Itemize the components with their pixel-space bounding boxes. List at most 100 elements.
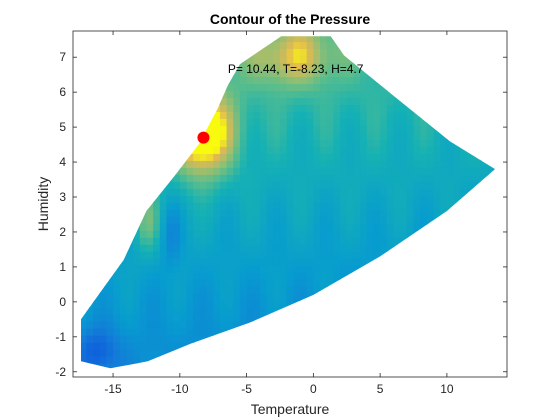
heatmap-cell bbox=[213, 279, 221, 287]
heatmap-cell bbox=[380, 370, 387, 378]
heatmap-cell bbox=[300, 36, 308, 43]
heatmap-cell bbox=[193, 216, 201, 224]
heatmap-cell bbox=[233, 167, 241, 175]
heatmap-cell bbox=[406, 349, 415, 357]
heatmap-cell bbox=[480, 272, 488, 280]
heatmap-cell bbox=[480, 125, 488, 133]
heatmap-cell bbox=[480, 370, 487, 378]
heatmap-cell bbox=[199, 76, 208, 85]
heatmap-cell bbox=[440, 90, 448, 98]
heatmap-cell bbox=[193, 76, 201, 85]
heatmap-cell bbox=[306, 202, 314, 210]
heatmap-cell bbox=[460, 279, 468, 287]
heatmap-cell bbox=[460, 69, 468, 78]
heatmap-cell bbox=[193, 307, 201, 315]
heatmap-cell bbox=[346, 237, 355, 245]
heatmap-cell bbox=[413, 230, 421, 238]
heatmap-cell bbox=[93, 188, 101, 196]
heatmap-cell bbox=[99, 76, 107, 85]
heatmap-cell bbox=[86, 181, 94, 189]
heatmap-cell bbox=[233, 83, 241, 92]
heatmap-cell bbox=[333, 258, 341, 266]
heatmap-cell bbox=[326, 272, 334, 280]
heatmap-cell bbox=[420, 90, 428, 98]
heatmap-cell bbox=[226, 293, 234, 301]
heatmap-cell bbox=[300, 356, 308, 364]
heatmap-cell bbox=[273, 293, 281, 301]
heatmap-cell bbox=[433, 41, 441, 50]
heatmap-cell bbox=[286, 83, 294, 92]
heatmap-cell bbox=[426, 321, 435, 329]
heatmap-cell bbox=[320, 132, 328, 140]
heatmap-cell bbox=[266, 167, 274, 175]
heatmap-cell bbox=[239, 349, 248, 357]
heatmap-cell bbox=[320, 181, 328, 189]
heatmap-cell bbox=[153, 335, 161, 343]
heatmap-cell bbox=[179, 300, 188, 308]
heatmap-cell bbox=[179, 335, 188, 343]
heatmap-cell bbox=[480, 90, 488, 98]
heatmap-cell bbox=[81, 342, 87, 350]
heatmap-cell bbox=[206, 125, 214, 133]
heatmap-cell bbox=[413, 132, 421, 140]
heatmap-cell bbox=[113, 286, 121, 294]
heatmap-cell bbox=[406, 62, 415, 71]
heatmap-cell bbox=[186, 342, 194, 350]
heatmap-cell bbox=[86, 356, 94, 364]
heatmap-cell bbox=[393, 48, 401, 57]
heatmap-cell bbox=[213, 356, 221, 364]
heatmap-cell bbox=[286, 230, 294, 238]
heatmap-cell bbox=[300, 181, 308, 189]
heatmap-cell bbox=[81, 104, 87, 112]
heatmap-cell bbox=[380, 349, 388, 357]
heatmap-cell bbox=[426, 90, 435, 98]
heatmap-cell bbox=[186, 244, 194, 252]
heatmap-cell bbox=[119, 104, 128, 112]
heatmap-cell bbox=[259, 69, 268, 78]
heatmap-cell bbox=[146, 328, 154, 336]
heatmap-cell bbox=[133, 265, 141, 273]
heatmap-cell bbox=[453, 153, 461, 161]
heatmap-cell bbox=[133, 272, 141, 280]
heatmap-cell bbox=[99, 48, 107, 57]
heatmap-cell bbox=[81, 272, 87, 280]
heatmap-cell bbox=[193, 97, 201, 105]
heatmap-cell bbox=[106, 146, 114, 154]
heatmap-cell bbox=[293, 55, 301, 64]
heatmap-cell bbox=[166, 363, 174, 369]
heatmap-cell bbox=[146, 202, 154, 210]
heatmap-cell bbox=[393, 272, 401, 280]
heatmap-cell bbox=[286, 209, 294, 217]
heatmap-cell bbox=[340, 265, 348, 273]
heatmap-cell bbox=[426, 342, 435, 350]
heatmap-cell bbox=[99, 335, 107, 343]
heatmap-cell bbox=[226, 76, 234, 85]
heatmap-cell bbox=[446, 265, 455, 273]
heatmap-cell bbox=[293, 279, 301, 287]
heatmap-cell bbox=[400, 286, 408, 294]
heatmap-cell bbox=[239, 293, 248, 301]
heatmap-cell bbox=[186, 202, 194, 210]
heatmap-cell bbox=[446, 293, 455, 301]
heatmap-cell bbox=[393, 349, 401, 357]
heatmap-cell bbox=[446, 62, 455, 71]
heatmap-cell bbox=[239, 83, 248, 92]
heatmap-cell bbox=[106, 265, 114, 273]
heatmap-cell bbox=[413, 363, 421, 369]
heatmap-cell bbox=[340, 41, 348, 50]
heatmap-cell bbox=[366, 230, 375, 238]
heatmap-cell bbox=[113, 139, 121, 147]
heatmap-cell bbox=[453, 195, 461, 203]
heatmap-cell bbox=[126, 314, 134, 322]
heatmap-cell bbox=[259, 48, 268, 57]
heatmap-cell bbox=[219, 104, 228, 112]
heatmap-cell bbox=[373, 279, 381, 287]
heatmap-cell bbox=[446, 307, 455, 315]
heatmap-cell bbox=[300, 223, 308, 231]
heatmap-cell bbox=[273, 62, 281, 71]
heatmap-cell bbox=[333, 314, 341, 322]
heatmap-cell bbox=[159, 76, 168, 85]
heatmap-cell bbox=[219, 97, 228, 105]
heatmap-cell bbox=[193, 342, 201, 350]
heatmap-cell bbox=[393, 139, 401, 147]
